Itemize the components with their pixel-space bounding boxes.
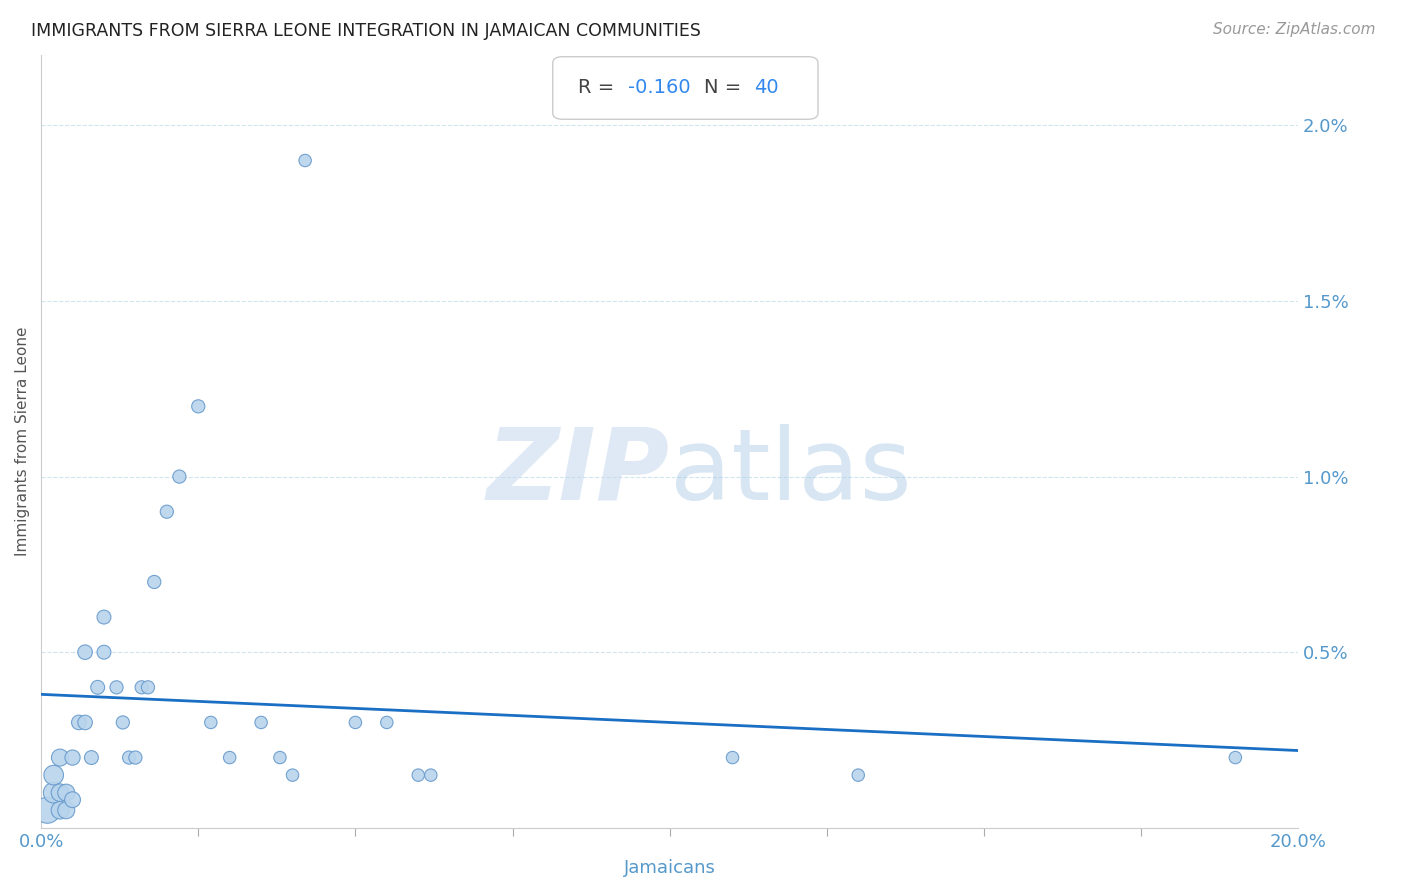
Point: [294, 153, 316, 168]
Point: [93, 610, 115, 624]
Point: [269, 750, 291, 764]
Point: [250, 715, 273, 730]
Point: [55, 786, 77, 800]
Point: [62, 750, 84, 764]
Text: N =: N =: [703, 78, 747, 97]
Point: [105, 681, 128, 695]
Point: [49, 786, 72, 800]
Point: [406, 768, 429, 782]
Point: [200, 715, 222, 730]
Point: [124, 750, 146, 764]
Text: Source: ZipAtlas.com: Source: ZipAtlas.com: [1212, 22, 1375, 37]
Point: [143, 574, 166, 589]
Point: [93, 645, 115, 659]
X-axis label: Jamaicans: Jamaicans: [624, 859, 716, 877]
Point: [111, 715, 134, 730]
Point: [37, 803, 59, 817]
Point: [49, 750, 72, 764]
Point: [419, 768, 441, 782]
Point: [75, 715, 97, 730]
Text: IMMIGRANTS FROM SIERRA LEONE INTEGRATION IN JAMAICAN COMMUNITIES: IMMIGRANTS FROM SIERRA LEONE INTEGRATION…: [31, 22, 700, 40]
Point: [375, 715, 398, 730]
Point: [62, 793, 84, 807]
Point: [169, 469, 191, 483]
FancyBboxPatch shape: [553, 57, 818, 120]
Point: [49, 803, 72, 817]
Point: [67, 715, 90, 730]
Point: [136, 681, 159, 695]
Point: [55, 803, 77, 817]
Point: [344, 715, 367, 730]
Point: [42, 768, 65, 782]
Point: [281, 768, 304, 782]
Text: ZIP: ZIP: [486, 424, 669, 521]
Point: [1225, 750, 1247, 764]
Point: [846, 768, 869, 782]
Point: [80, 750, 103, 764]
Text: 40: 40: [754, 78, 779, 97]
Point: [86, 681, 108, 695]
Text: atlas: atlas: [669, 424, 911, 521]
Point: [721, 750, 744, 764]
Point: [42, 786, 65, 800]
Point: [218, 750, 240, 764]
Point: [75, 645, 97, 659]
Point: [118, 750, 141, 764]
Point: [187, 400, 209, 414]
Point: [131, 681, 153, 695]
Y-axis label: Immigrants from Sierra Leone: Immigrants from Sierra Leone: [15, 326, 30, 557]
Text: R =: R =: [578, 78, 620, 97]
Text: -0.160: -0.160: [628, 78, 690, 97]
Point: [156, 505, 179, 519]
